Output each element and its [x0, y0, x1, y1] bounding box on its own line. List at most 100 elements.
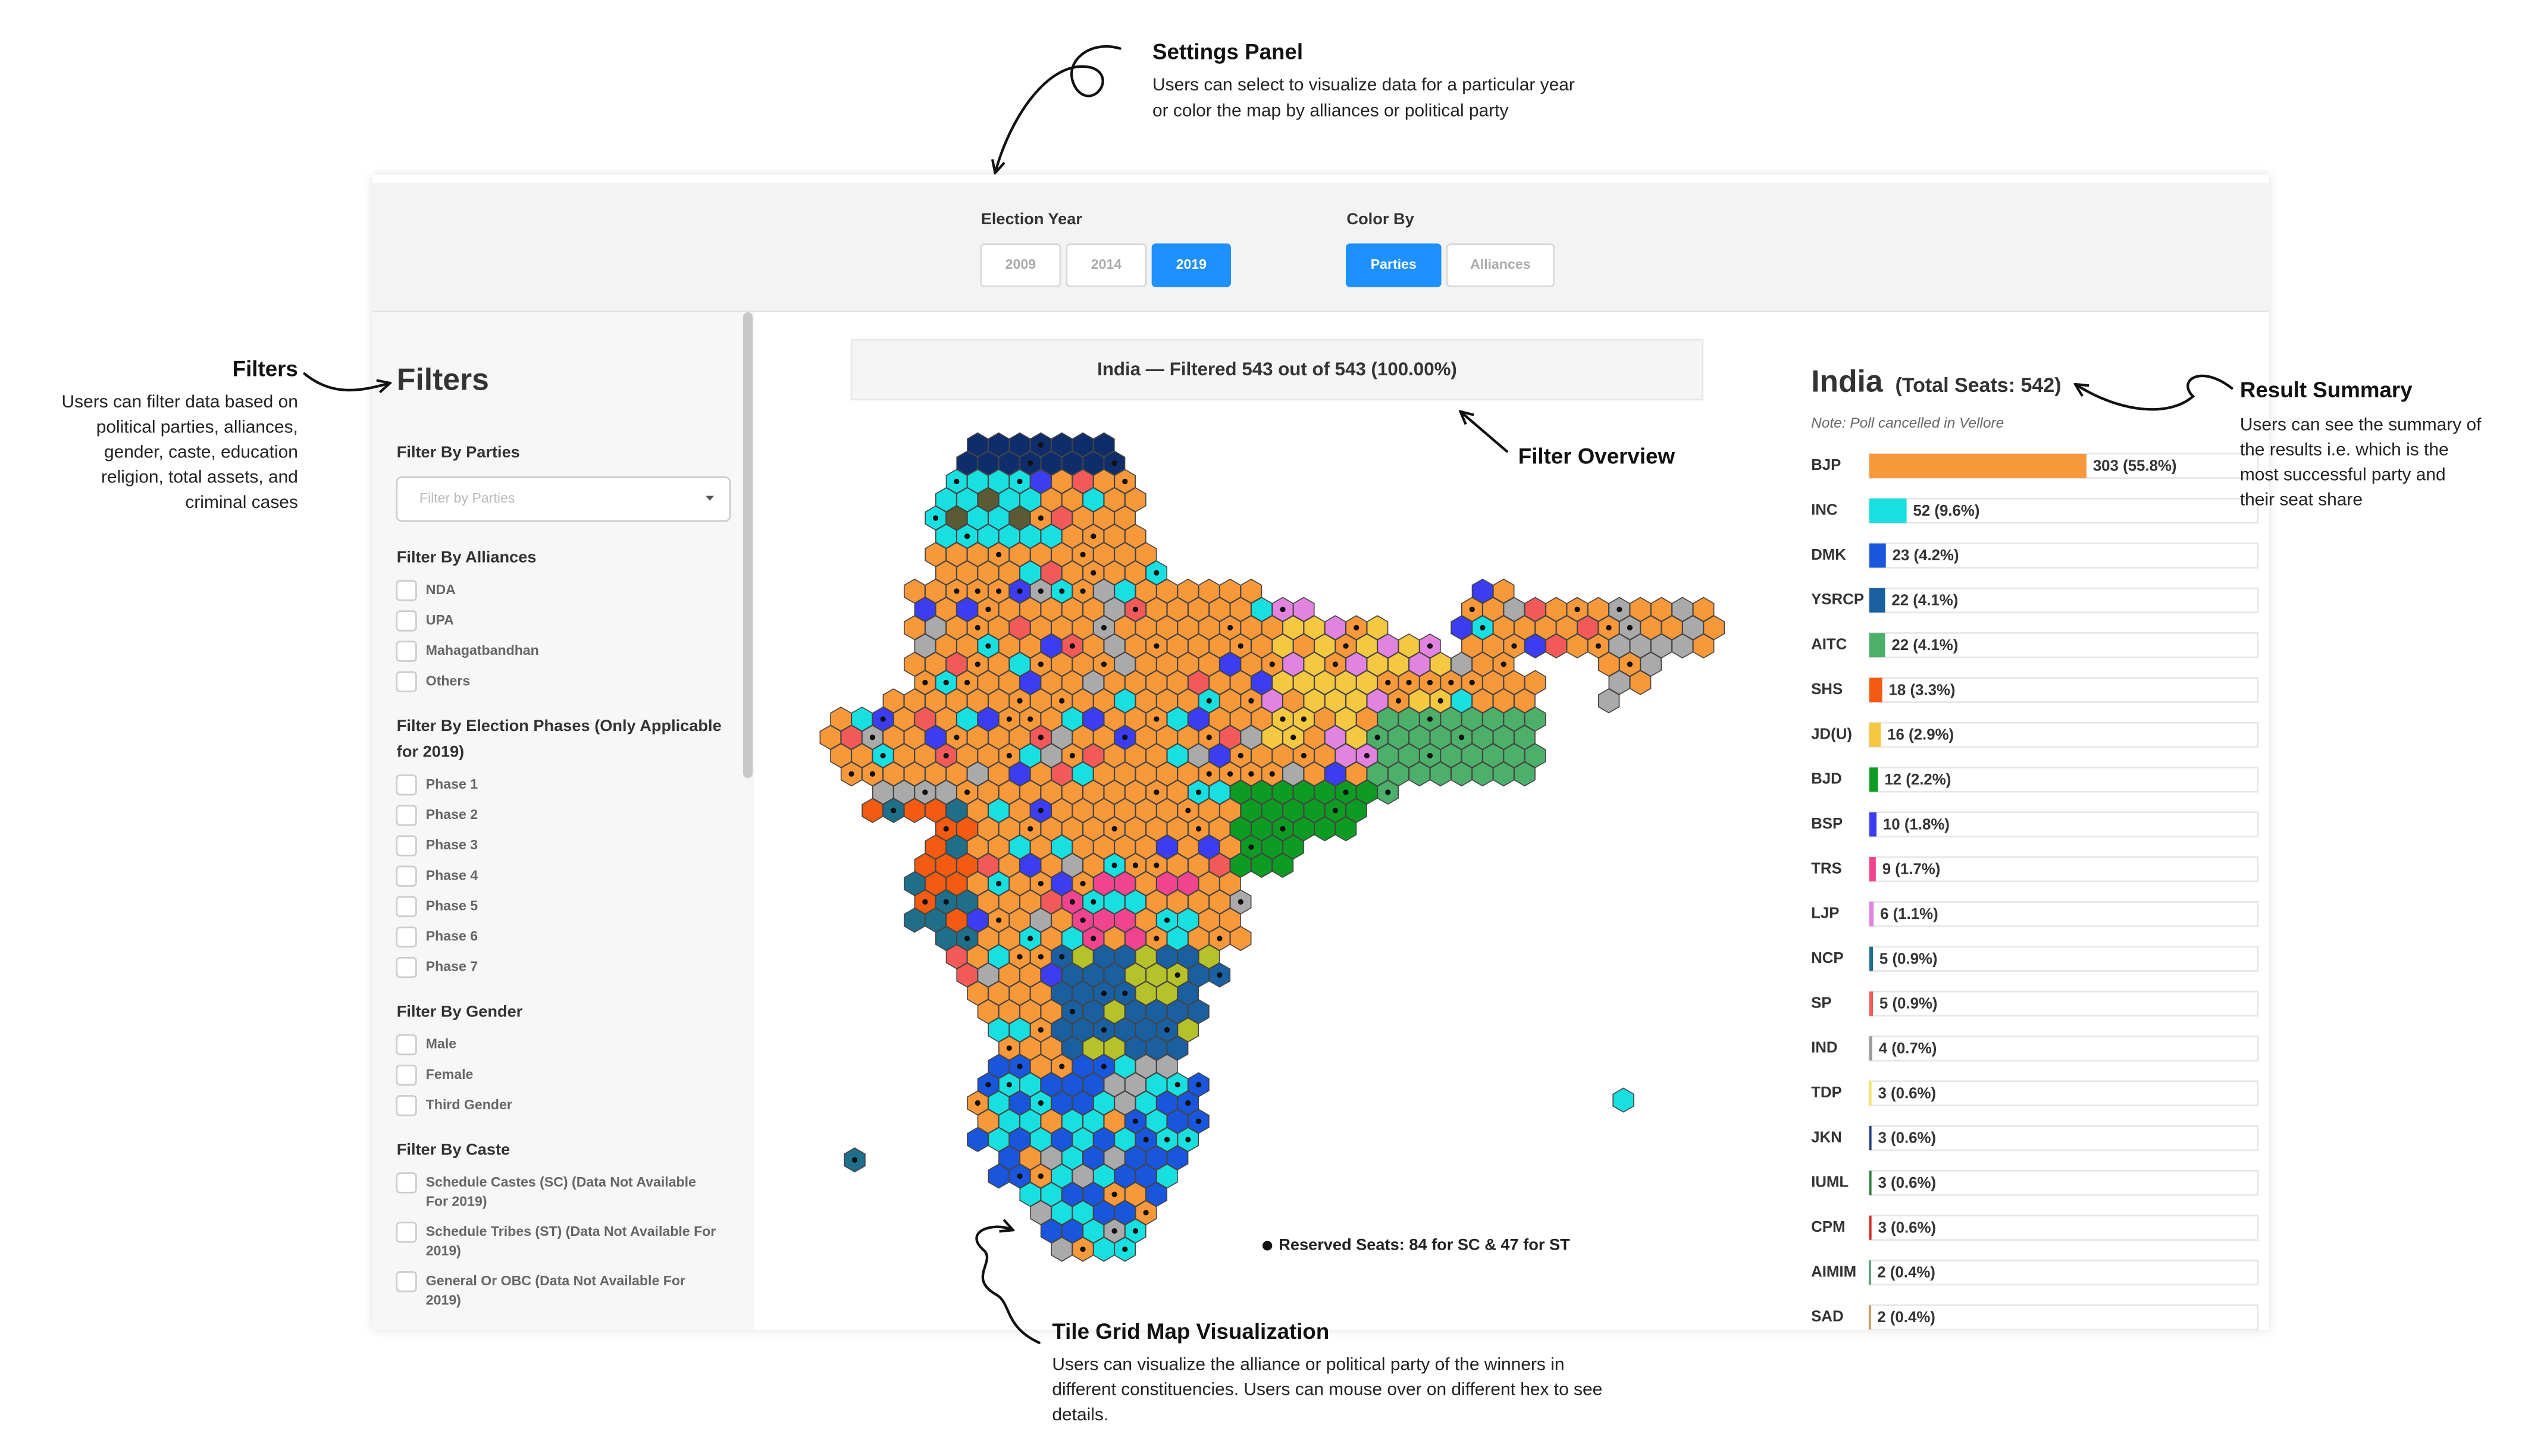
reserved-dot [1038, 1027, 1044, 1033]
reserved-dot [1206, 771, 1212, 777]
reserved-dot [1069, 1009, 1076, 1015]
reserved-dot [1627, 625, 1633, 630]
reserved-dot [922, 899, 928, 905]
reserved-dot [1269, 771, 1275, 777]
value-label: 3 (0.6%) [1878, 1085, 1936, 1102]
checkbox-label: Phase 2 [426, 807, 478, 822]
toggle-button[interactable] [1346, 243, 1442, 287]
reserved-dot [1017, 588, 1023, 594]
reserved-dot [1469, 679, 1475, 686]
checkbox[interactable] [396, 774, 417, 796]
reserved-dot [1185, 1137, 1191, 1143]
party-label: JD(U) [1811, 726, 1852, 742]
reserved-dot [975, 661, 980, 667]
checkbox[interactable] [396, 956, 417, 978]
reserved-dot [1217, 972, 1223, 978]
reserved-dot [1301, 716, 1307, 722]
hex-tile[interactable] [1629, 670, 1652, 695]
reserved-dot [1038, 661, 1044, 667]
bar [1869, 991, 1874, 1016]
party-label: BSP [1811, 815, 1843, 832]
reserved-dot [1606, 625, 1612, 630]
reserved-dot [1427, 679, 1433, 686]
checkbox[interactable] [396, 1271, 417, 1292]
reserved-dot [1395, 698, 1402, 704]
party-label: JKN [1811, 1129, 1842, 1146]
value-label: 2 (0.4%) [1877, 1309, 1935, 1326]
hex-tile[interactable] [1692, 633, 1715, 659]
reserved-dot [964, 789, 970, 795]
filter-label: Filter By Caste [397, 1140, 510, 1159]
reserved-dot [985, 643, 991, 649]
checkbox[interactable] [396, 1065, 417, 1086]
toggle-button[interactable] [1446, 243, 1555, 287]
map-legend: Reserved Seats: 84 for SC & 47 for ST [1279, 1235, 1570, 1254]
toggle-button[interactable] [980, 243, 1061, 287]
checkbox[interactable] [396, 805, 417, 826]
reserved-dot [1017, 953, 1023, 960]
reserved-dot [1059, 698, 1065, 704]
value-label: 5 (0.9%) [1879, 996, 1938, 1012]
checkbox[interactable] [396, 896, 417, 917]
reserved-dot [1080, 551, 1086, 558]
reserved-dot [943, 679, 949, 686]
hex-tile[interactable] [1334, 816, 1357, 842]
filter-label: Filter By Parties [397, 443, 520, 461]
result-title: India [1811, 363, 1884, 398]
settings-label: Color By [1346, 209, 1414, 228]
reserved-dot [1111, 1191, 1117, 1197]
toggle-button[interactable] [1151, 243, 1231, 287]
toggle-button-label: 2019 [1176, 256, 1207, 272]
reserved-dot [1195, 789, 1202, 795]
reserved-dot [1143, 1137, 1149, 1143]
reserved-dot [1206, 698, 1212, 704]
bar [1869, 1305, 1871, 1330]
checkbox[interactable] [396, 1034, 417, 1056]
reserved-dot [1217, 936, 1223, 942]
reserved-dot [1154, 789, 1160, 795]
checkbox[interactable] [396, 580, 417, 601]
reserved-dot [1132, 607, 1139, 613]
value-label: 2 (0.4%) [1877, 1264, 1935, 1281]
result-subtitle: (Total Seats: 542) [1896, 374, 2062, 397]
checkbox[interactable] [396, 671, 417, 692]
checkbox[interactable] [396, 1172, 417, 1194]
checkbox-label: Others [426, 673, 471, 688]
reserved-dot [1059, 953, 1065, 960]
checkbox-label: 2019) [426, 1243, 461, 1259]
reserved-dot [1006, 1082, 1012, 1088]
reserved-dot [1248, 771, 1254, 777]
dropdown[interactable] [396, 476, 731, 522]
scrollbar[interactable] [743, 312, 753, 779]
checkbox[interactable] [396, 641, 417, 662]
checkbox[interactable] [396, 1095, 417, 1116]
hex-tile[interactable] [1514, 761, 1536, 787]
hex-tile[interactable] [1597, 688, 1620, 714]
reserved-dot [1164, 1027, 1170, 1033]
value-label: 10 (1.8%) [1883, 816, 1950, 833]
toggle-button-label: 2014 [1091, 256, 1122, 272]
reserved-dot [1458, 735, 1465, 740]
checkbox[interactable] [396, 610, 417, 632]
settings-panel [372, 183, 2269, 311]
toggle-button-label: Parties [1371, 256, 1417, 272]
hex-tile[interactable] [1230, 925, 1252, 951]
annotation-title: Settings Panel [1152, 39, 1303, 64]
reserved-dot [975, 588, 980, 594]
checkbox[interactable] [396, 835, 417, 856]
checkbox[interactable] [396, 926, 417, 948]
reserved-dot [1069, 899, 1076, 905]
hex-tile[interactable] [1271, 852, 1294, 878]
hex-tile[interactable] [1612, 1087, 1634, 1113]
reserved-dot [1227, 625, 1233, 630]
reserved-dot [1038, 515, 1044, 521]
reserved-dot [996, 588, 1002, 594]
reserved-dot [1174, 1082, 1180, 1088]
checkbox[interactable] [396, 1222, 417, 1243]
reserved-dot [1332, 808, 1339, 814]
dropdown-placeholder: Filter by Parties [419, 490, 515, 506]
checkbox-label: For 2019) [426, 1194, 487, 1209]
toggle-button[interactable] [1066, 243, 1147, 287]
checkbox[interactable] [396, 865, 417, 887]
